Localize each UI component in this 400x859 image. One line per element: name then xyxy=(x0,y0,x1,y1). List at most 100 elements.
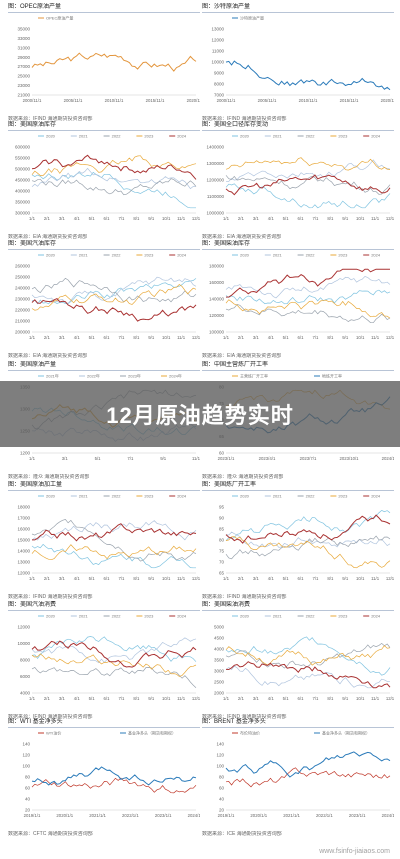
legend-label: 2024 xyxy=(177,614,187,619)
x-tick-label: 8/1 xyxy=(327,696,334,701)
x-tick-label: 7/1 xyxy=(127,456,134,461)
series-line xyxy=(225,303,391,324)
chart-panel: 图：美国柴油消费 2020 2021 2022 2023 2024 5000 4500 4000… xyxy=(202,601,395,720)
y-tick-label: 10000 xyxy=(17,641,30,646)
legend-label: 2020 xyxy=(46,494,56,499)
x-tick-label: 2/1 xyxy=(44,216,51,221)
chart-panel: 图：OPEC原油产量 OPEC原油产量 35000 33000 31000 29000 27… xyxy=(8,3,206,122)
y-tick-label: 23000 xyxy=(17,83,30,88)
series-line xyxy=(225,60,391,91)
x-tick-label: 11/1 xyxy=(371,576,380,581)
x-tick-label: 8/1 xyxy=(327,576,334,581)
series-line xyxy=(225,536,391,569)
chart-panel: 图：美国炼厂开工率 2020 2021 2022 2023 2024 95 90 85 80 75 7… xyxy=(202,481,395,600)
legend-label: 2022 xyxy=(112,494,122,499)
x-tick-label: 1/1 xyxy=(29,456,36,461)
x-tick-label: 2019/1/1 xyxy=(218,813,235,818)
series-line xyxy=(225,751,391,778)
legend-label: 2022 xyxy=(112,253,122,258)
x-tick-label: 3/1 xyxy=(253,576,260,581)
y-tick-label: 180000 xyxy=(209,264,225,269)
y-tick-label: 400000 xyxy=(15,189,31,194)
series-line xyxy=(31,766,197,786)
chart-title: 图：美国柴油消费 xyxy=(202,601,394,611)
chart-title: 图：美国全口径库存变动 xyxy=(202,121,394,131)
x-tick-label: 6/1 xyxy=(104,335,111,340)
series-line xyxy=(31,520,197,541)
y-tick-label: 85 xyxy=(219,527,225,532)
x-tick-label: 2/1 xyxy=(238,216,245,221)
x-tick-label: 2/1 xyxy=(238,696,245,701)
legend-label: OPEC原油产量 xyxy=(46,15,73,21)
x-tick-label: 10/1 xyxy=(356,335,365,340)
y-tick-label: 12000 xyxy=(211,38,224,43)
series-line xyxy=(225,642,391,669)
chart-panel: 图：美国全口径库存变动 2020 2021 2022 2023 2024 1400000 13… xyxy=(202,121,395,240)
x-tick-label: 8/1 xyxy=(133,696,140,701)
legend-label: 2022 xyxy=(306,253,316,258)
x-tick-label: 4/1 xyxy=(74,216,81,221)
banner-title: 12月原油趋势实时 xyxy=(106,403,294,428)
series-line xyxy=(225,268,390,298)
x-tick-label: 7/1 xyxy=(312,216,319,221)
chart-title: 图：美国柴油库存 xyxy=(202,240,394,250)
x-tick-label: 3/1 xyxy=(59,576,66,581)
chart-plot: 2020 2021 2022 2023 2024 260000 250000 240000 23… xyxy=(15,253,201,341)
x-tick-label: 10/1 xyxy=(162,696,171,701)
legend-label: 2023 xyxy=(144,614,154,619)
y-tick-label: 2500 xyxy=(214,680,225,685)
x-tick-label: 2022/1/1 xyxy=(316,813,333,818)
series-line xyxy=(31,297,197,322)
y-tick-label: 260000 xyxy=(15,264,31,269)
legend-label: 2024 xyxy=(371,494,381,499)
legend-label: 2020 xyxy=(240,494,250,499)
y-tick-label: 120 xyxy=(216,753,224,758)
x-tick-label: 9/1 xyxy=(148,576,155,581)
y-tick-label: 8000 xyxy=(214,82,225,87)
series-line xyxy=(31,636,197,662)
legend-label: 2023年 xyxy=(128,373,141,379)
x-tick-label: 3/1 xyxy=(253,216,260,221)
y-tick-label: 80 xyxy=(219,538,225,543)
legend-label: 2024 xyxy=(177,494,187,499)
x-tick-label: 3/1 xyxy=(253,696,260,701)
x-tick-label: 3/1 xyxy=(59,335,66,340)
y-tick-label: 140 xyxy=(22,742,30,747)
x-tick-label: 1/1 xyxy=(223,696,230,701)
y-tick-label: 350000 xyxy=(15,200,31,205)
x-tick-label: 11/1 xyxy=(177,335,186,340)
y-tick-label: 120 xyxy=(22,753,30,758)
series-line xyxy=(31,653,197,677)
x-tick-label: 5/1 xyxy=(89,576,96,581)
x-tick-label: 3/1 xyxy=(253,335,260,340)
x-tick-label: 3/1 xyxy=(59,696,66,701)
x-tick-label: 12/1 xyxy=(386,696,394,701)
series-line xyxy=(225,174,391,196)
y-tick-label: 31000 xyxy=(17,45,30,50)
legend-label: 2021 xyxy=(79,614,89,619)
x-tick-label: 9/1 xyxy=(342,216,349,221)
x-tick-label: 11/1 xyxy=(371,216,380,221)
y-tick-label: 80 xyxy=(25,775,31,780)
legend-label: 2022 xyxy=(112,134,122,139)
y-tick-label: 200000 xyxy=(15,330,31,335)
x-tick-label: 2024/1/1 xyxy=(382,456,394,461)
x-tick-label: 2/1 xyxy=(238,576,245,581)
x-tick-label: 8/1 xyxy=(327,216,334,221)
y-tick-label: 4000 xyxy=(214,647,225,652)
series-line xyxy=(31,543,196,569)
series-line xyxy=(225,509,391,541)
x-tick-label: 7/1 xyxy=(312,576,319,581)
legend-label: 2023 xyxy=(144,253,154,258)
chart-source: 数据来源：CFTC 海通期货投资咨询部 xyxy=(8,831,93,837)
x-tick-label: 9/1 xyxy=(342,696,349,701)
x-tick-label: 2020/11/1 xyxy=(381,98,394,103)
x-tick-label: 2005/11/1 xyxy=(64,98,83,103)
series-line xyxy=(225,275,391,299)
chart-panel: 图：WTI 基金净多头 WTI油价 基金净多头（期货和期权） 140 120 100 80 6… xyxy=(8,718,205,837)
legend-label: 2022 xyxy=(306,134,316,139)
y-tick-label: 4500 xyxy=(214,636,225,641)
x-tick-label: 5/1 xyxy=(95,456,102,461)
y-tick-label: 40 xyxy=(219,797,225,802)
x-tick-label: 12/1 xyxy=(386,576,394,581)
